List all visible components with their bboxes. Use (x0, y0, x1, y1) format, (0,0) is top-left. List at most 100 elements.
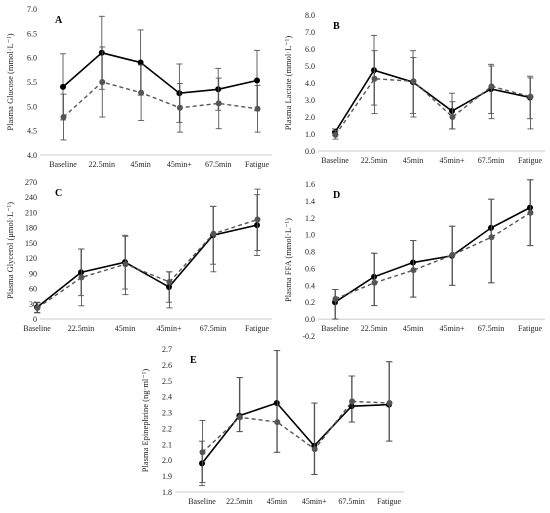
panel-letter: D (333, 190, 340, 201)
data-point (449, 114, 456, 120)
data-point (254, 222, 260, 229)
data-point (527, 93, 534, 100)
y-tick-label: 6.5 (27, 29, 37, 38)
y-tick-label: 3.0 (305, 96, 315, 105)
panel-letter: B (333, 21, 340, 32)
data-point (254, 105, 261, 112)
data-point (138, 89, 145, 96)
panel-letter: C (55, 188, 62, 199)
panel-d: -0.2 0.0 0.2 0.4 0.6 0.8 1.0 1.2 1.4 1.6 Baseline 2… (283, 179, 545, 341)
data-point (99, 79, 106, 85)
y-tick-label: 2.0 (162, 456, 172, 465)
y-tick-label: 1.8 (162, 488, 172, 497)
y-tick-label: 0.0 (305, 315, 315, 324)
data-point (488, 234, 495, 241)
data-point (215, 100, 222, 107)
x-tick-label: 22.5min (361, 324, 387, 333)
data-point (371, 75, 378, 82)
y-tick-label: 2.7 (162, 345, 172, 354)
y-tick-label: 90 (29, 269, 37, 278)
y-tick-label: 4.0 (27, 151, 37, 160)
y-tick-label: 6.0 (305, 45, 315, 54)
data-point (349, 398, 356, 405)
data-point (60, 83, 66, 90)
y-tick-label: 7.0 (305, 28, 315, 37)
y-tick-label: 0.2 (305, 298, 315, 307)
y-axis-label: Plasma Glycerol (μmol·L⁻¹) (5, 202, 15, 299)
y-tick-label: 180 (25, 224, 37, 233)
x-tick-label: 45min (130, 160, 150, 169)
x-tick-label: 67.5min (205, 160, 231, 169)
x-tick-label: Fatigue (245, 324, 269, 333)
y-tick-label: 30 (29, 300, 37, 309)
series-line-solid (334, 206, 531, 303)
data-point (254, 77, 260, 84)
series-line-dashed (202, 400, 390, 453)
y-tick-label: 240 (25, 193, 37, 202)
series-line-solid (201, 402, 390, 464)
y-tick-label: 5.0 (27, 102, 37, 111)
y-tick-label: -0.2 (302, 332, 315, 341)
x-tick-label: 45min+ (167, 160, 192, 169)
panel-letter: A (55, 15, 63, 26)
y-tick-label: 2.6 (162, 361, 172, 370)
y-axis-label: Plasma FFA (mmol·L⁻¹) (283, 218, 293, 302)
data-point (386, 400, 393, 407)
data-point (199, 449, 206, 456)
y-tick-label: 2.1 (162, 440, 172, 449)
y-tick-label: 1.0 (305, 130, 315, 139)
y-tick-label: 2.5 (162, 377, 172, 386)
x-tick-label: Fatigue (518, 324, 542, 333)
data-point (210, 230, 217, 237)
y-tick-label: 0.6 (305, 264, 315, 273)
data-point (78, 274, 85, 281)
y-tick-label: 1.2 (305, 214, 315, 223)
y-axis-label: Plasma Glucose (mmol·L⁻¹) (5, 33, 15, 130)
x-tick-label: 45min+ (440, 324, 465, 333)
data-point (199, 460, 205, 467)
y-tick-label: 0.8 (305, 248, 315, 257)
y-axis-label: Plasma Epinephrine (ng·ml⁻¹) (140, 369, 150, 473)
y-tick-label: 5.5 (27, 78, 37, 87)
x-tick-label: 45min+ (302, 497, 327, 506)
data-point (166, 284, 172, 291)
y-tick-label: 7.0 (27, 5, 37, 14)
panel-e: 1.8 1.9 2.0 2.1 2.2 2.3 2.4 2.5 2.6 2.7 Baseline 22… (140, 345, 404, 506)
x-tick-label: 67.5min (338, 497, 364, 506)
series-line-dashed (334, 78, 531, 136)
data-point (488, 224, 494, 231)
data-point (273, 400, 280, 407)
y-tick-label: 0.0 (305, 147, 315, 156)
data-point (488, 83, 495, 90)
x-tick-label: Baseline (23, 324, 51, 333)
y-tick-label: 6.0 (27, 54, 37, 63)
y-tick-label: 2.4 (162, 393, 172, 402)
data-point (527, 209, 534, 216)
data-point (98, 49, 105, 56)
y-tick-label: 210 (25, 208, 37, 217)
y-tick-label: 4.5 (27, 127, 37, 136)
x-tick-label: Baseline (188, 497, 216, 506)
data-point (176, 90, 183, 97)
data-point (371, 273, 377, 280)
x-tick-label: Baseline (321, 156, 349, 165)
data-point (410, 267, 417, 274)
x-tick-label: 22.5min (226, 497, 252, 506)
x-tick-label: 22.5min (68, 324, 94, 333)
series-line-solid (62, 51, 258, 95)
x-tick-label: 45min (403, 156, 423, 165)
data-point (176, 104, 183, 111)
y-axis-label: Plasma Lactate (mmol·L⁻¹) (283, 36, 293, 131)
x-tick-label: 45min (267, 497, 287, 506)
x-tick-label: 67.5min (478, 156, 504, 165)
x-tick-label: 45min (115, 324, 135, 333)
y-tick-label: 5.0 (305, 62, 315, 71)
data-point (34, 304, 41, 311)
data-point (311, 446, 318, 453)
x-tick-label: 45min+ (157, 324, 182, 333)
data-point (410, 259, 416, 266)
y-tick-label: 60 (29, 285, 37, 294)
y-tick-label: 1.4 (305, 197, 315, 206)
data-point (78, 269, 84, 276)
y-tick-label: 0 (33, 315, 37, 324)
